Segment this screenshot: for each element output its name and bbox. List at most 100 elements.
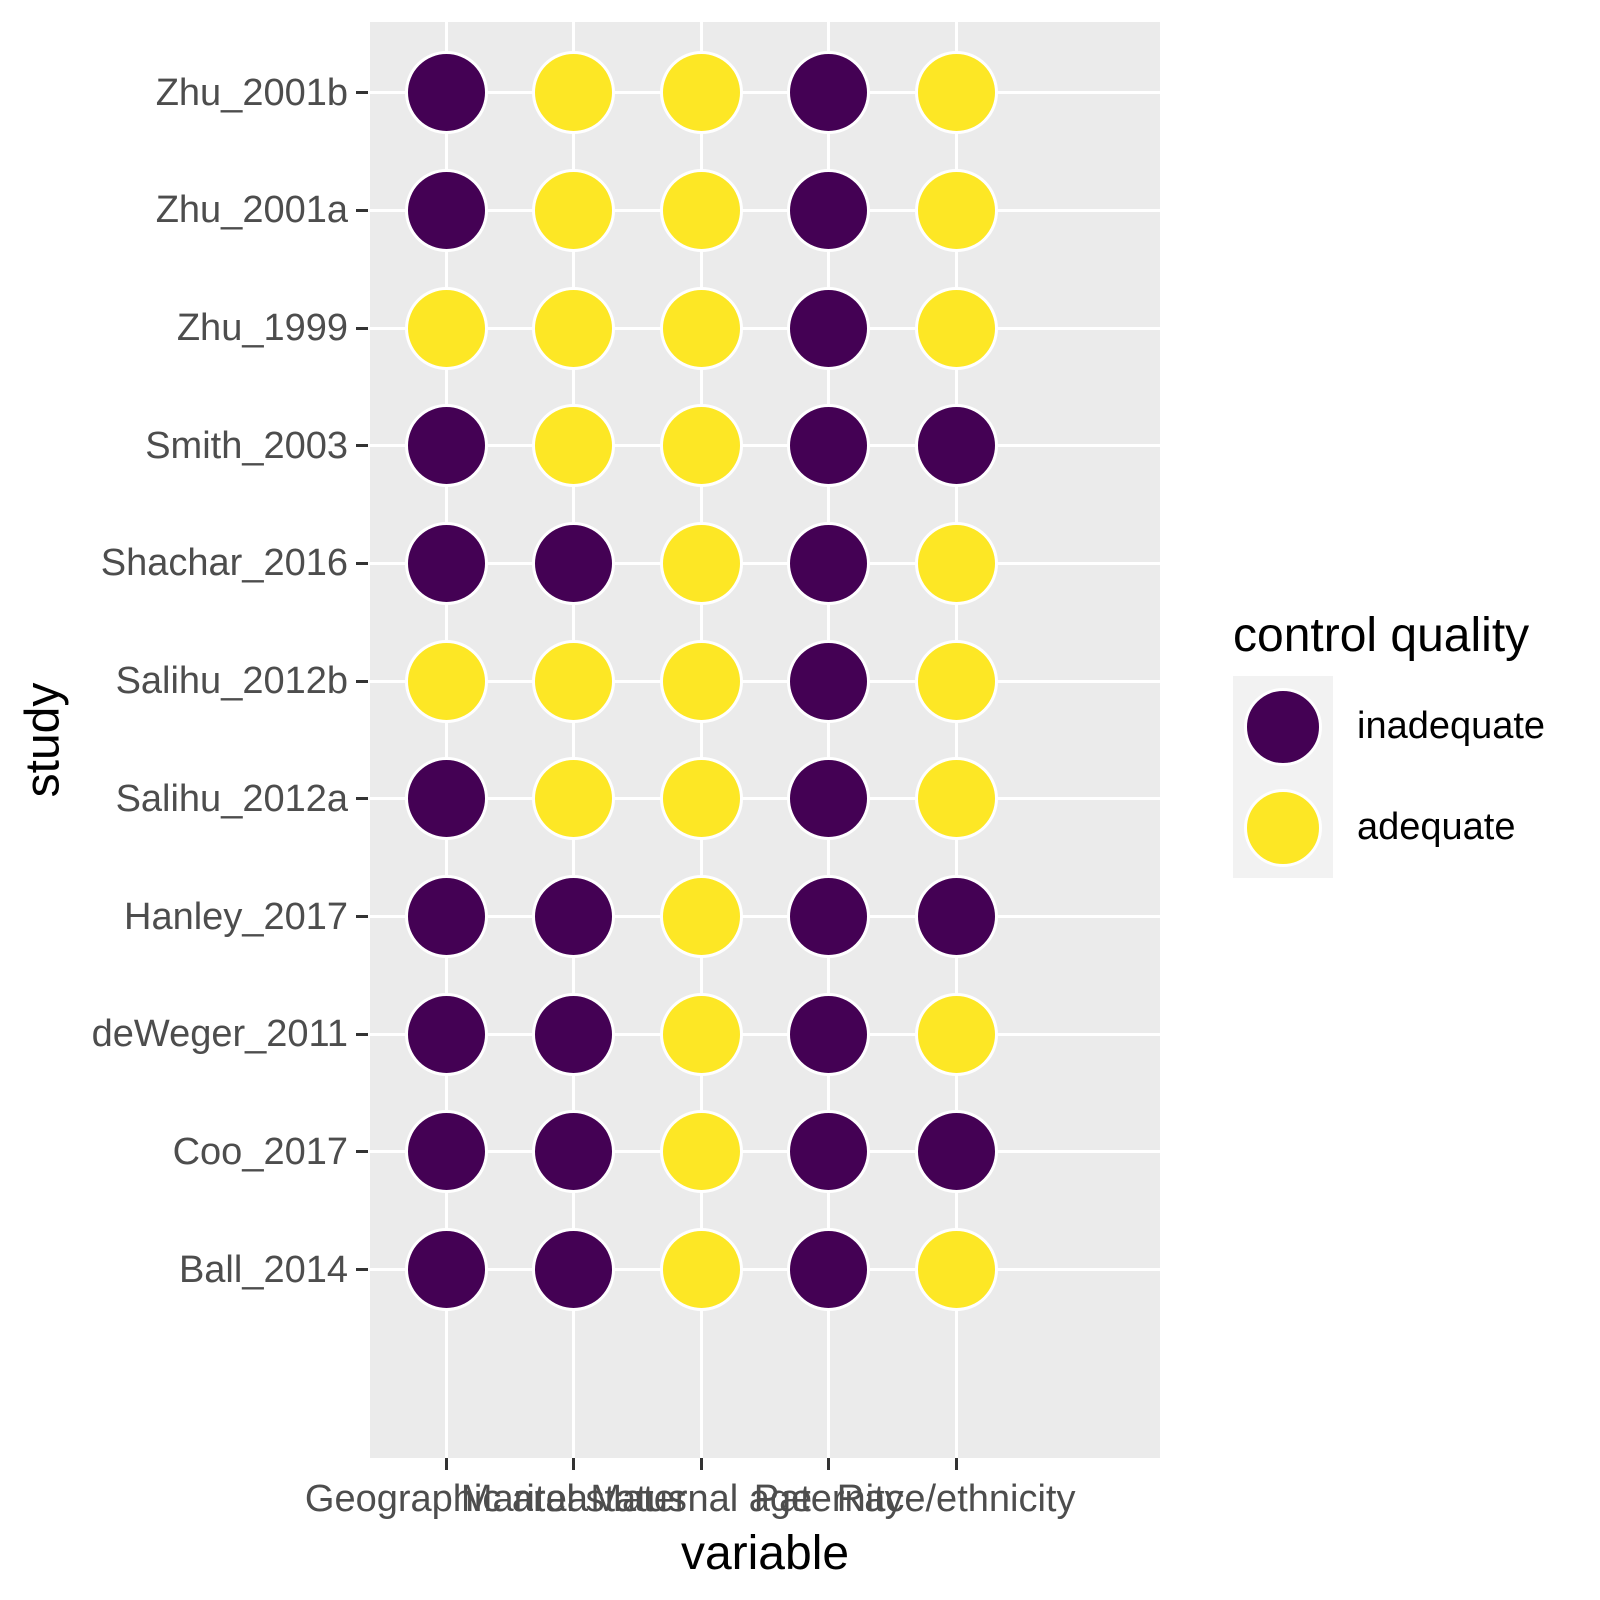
data-point-inadequate — [787, 1110, 871, 1194]
data-point-inadequate — [404, 757, 488, 841]
gridline-horizontal — [370, 915, 1160, 919]
data-point-inadequate — [532, 992, 616, 1076]
data-point-adequate — [659, 757, 743, 841]
y-axis-tick — [356, 679, 368, 683]
y-tick-label: Shachar_2016 — [100, 542, 348, 585]
data-point-inadequate — [404, 521, 488, 605]
data-point-inadequate — [532, 521, 616, 605]
y-tick-label: Zhu_1999 — [176, 307, 348, 350]
gridline-vertical — [827, 22, 831, 1458]
gridline-horizontal — [370, 208, 1160, 212]
y-tick-label: Salihu_2012b — [115, 660, 348, 703]
data-point-inadequate — [787, 757, 871, 841]
data-point-inadequate — [787, 521, 871, 605]
data-point-inadequate — [787, 875, 871, 959]
data-point-inadequate — [914, 404, 998, 488]
data-point-inadequate — [787, 639, 871, 723]
legend-key-adequate — [1233, 777, 1333, 878]
data-point-inadequate — [914, 1110, 998, 1194]
gridline-horizontal — [370, 1150, 1160, 1154]
y-tick-label: Smith_2003 — [145, 424, 348, 467]
y-tick-label: Coo_2017 — [172, 1130, 348, 1173]
x-axis-tick — [827, 1458, 831, 1470]
data-point-adequate — [659, 286, 743, 370]
x-axis-tick — [572, 1458, 576, 1470]
data-point-adequate — [532, 639, 616, 723]
y-axis-tick — [356, 561, 368, 565]
y-tick-label: Zhu_2001b — [155, 71, 348, 114]
y-axis-tick — [356, 208, 368, 212]
data-point-adequate — [404, 639, 488, 723]
data-point-inadequate — [404, 1228, 488, 1312]
data-point-adequate — [532, 757, 616, 841]
data-point-adequate — [914, 992, 998, 1076]
y-tick-label: Ball_2014 — [178, 1248, 348, 1291]
gridline-vertical — [444, 22, 448, 1458]
data-point-adequate — [914, 168, 998, 252]
gridline-vertical — [954, 22, 958, 1458]
data-point-adequate — [914, 1228, 998, 1312]
y-axis-tick — [356, 91, 368, 95]
legend-dot-adequate-icon — [1244, 788, 1322, 867]
data-point-inadequate — [404, 51, 488, 135]
x-axis-tick — [699, 1458, 703, 1470]
data-point-inadequate — [404, 875, 488, 959]
data-point-adequate — [914, 639, 998, 723]
data-point-adequate — [659, 639, 743, 723]
data-point-adequate — [532, 286, 616, 370]
data-point-inadequate — [787, 286, 871, 370]
data-point-adequate — [404, 286, 488, 370]
gridline-vertical — [699, 22, 703, 1458]
data-point-inadequate — [787, 168, 871, 252]
x-axis-tick — [444, 1458, 448, 1470]
plot-panel — [370, 22, 1160, 1458]
data-point-adequate — [659, 168, 743, 252]
gridline-horizontal — [370, 91, 1160, 95]
gridline-horizontal — [370, 1268, 1160, 1272]
x-tick-label: Maternal age — [590, 1478, 813, 1520]
y-axis-title: study — [16, 682, 70, 798]
data-point-adequate — [659, 875, 743, 959]
y-axis-tick — [356, 326, 368, 330]
gridline-horizontal — [370, 561, 1160, 565]
gridline-horizontal — [370, 326, 1160, 330]
data-point-adequate — [914, 286, 998, 370]
legend-key-inadequate — [1233, 676, 1333, 777]
data-point-inadequate — [404, 404, 488, 488]
y-tick-label: Salihu_2012a — [115, 777, 348, 820]
legend-keys — [1233, 676, 1333, 878]
data-point-adequate — [659, 404, 743, 488]
data-point-adequate — [659, 992, 743, 1076]
y-axis-tick — [356, 1268, 368, 1272]
y-tick-label: deWeger_2011 — [91, 1013, 348, 1056]
data-point-adequate — [532, 404, 616, 488]
gridline-horizontal — [370, 679, 1160, 683]
x-axis-title: variable — [680, 1527, 850, 1580]
gridline-horizontal — [370, 444, 1160, 448]
data-point-adequate — [532, 168, 616, 252]
data-point-adequate — [659, 51, 743, 135]
y-axis-tick — [356, 915, 368, 919]
x-tick-label: Geographic area — [304, 1478, 588, 1520]
data-point-adequate — [659, 521, 743, 605]
data-point-adequate — [914, 51, 998, 135]
data-point-inadequate — [532, 875, 616, 959]
data-point-adequate — [532, 51, 616, 135]
y-axis-tick — [356, 444, 368, 448]
y-axis-tick — [356, 1150, 368, 1154]
x-tick-label: Race/ethnicity — [836, 1478, 1076, 1520]
gridline-horizontal — [370, 797, 1160, 801]
data-point-inadequate — [914, 875, 998, 959]
legend-label-adequate: adequate — [1357, 806, 1516, 848]
y-axis-tick — [356, 797, 368, 801]
data-point-inadequate — [532, 1110, 616, 1194]
data-point-adequate — [659, 1110, 743, 1194]
data-point-inadequate — [404, 992, 488, 1076]
data-point-inadequate — [532, 1228, 616, 1312]
data-point-inadequate — [404, 168, 488, 252]
x-tick-label: Paternity — [753, 1478, 904, 1520]
y-tick-label: Hanley_2017 — [124, 895, 348, 938]
gridline-vertical — [572, 22, 576, 1458]
data-point-adequate — [914, 521, 998, 605]
